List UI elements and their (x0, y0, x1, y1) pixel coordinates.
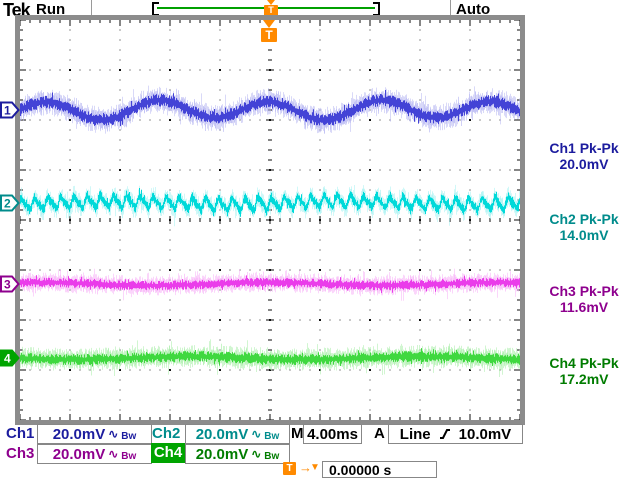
trigger-position-marker[interactable]: T (261, 20, 277, 42)
svg-text:4: 4 (4, 352, 11, 366)
ch1-label: Ch1 (6, 425, 35, 442)
record-view-right-bracket-icon (373, 2, 380, 16)
measurement-ch2: Ch2 Pk-Pk 14.0mV (528, 211, 640, 243)
measurement-value: 11.6mV (559, 299, 609, 315)
arrow-right-icon: → (299, 460, 312, 475)
bandwidth-limit-icon: Bw (121, 451, 137, 462)
measurement-ch1: Ch1 Pk-Pk 20.0mV (528, 140, 640, 172)
channel-marker-ch2[interactable]: 2 (0, 194, 20, 212)
ac-coupling-icon: ∿ (108, 427, 119, 441)
channel-marker-ch4[interactable]: 4 (0, 349, 20, 367)
rising-edge-icon (439, 429, 450, 439)
measurement-value: 17.2mV (559, 371, 609, 387)
measurement-label: Ch1 Pk-Pk (549, 140, 619, 156)
bandwidth-limit-icon: Bw (264, 431, 280, 442)
delay-marker-icon: ▼ (310, 462, 320, 473)
ch1-scale-value: 20.0mV (52, 425, 106, 443)
ch2-label: Ch2 (152, 425, 181, 442)
trigger-mode: Auto (456, 1, 491, 18)
channel-marker-icon: 4 (0, 349, 20, 367)
ac-coupling-icon: ∿ (251, 427, 262, 441)
topbar-divider (91, 0, 92, 19)
channel-marker-ch1[interactable]: 1 (0, 101, 20, 119)
ch2-scale-value: 20.0mV (195, 425, 249, 443)
trigger-source: Line (399, 425, 431, 443)
delay-time-readout[interactable]: 0.00000 s (322, 461, 437, 478)
svg-text:2: 2 (4, 197, 11, 211)
measurement-label: Ch3 Pk-Pk (549, 283, 619, 299)
trigger-arrow-icon (267, 0, 275, 5)
channel-marker-icon: 1 (0, 101, 20, 119)
trigger-arrow-icon (263, 20, 275, 28)
timebase-prefix: M (291, 425, 304, 442)
measurement-ch3: Ch3 Pk-Pk 11.6mV (528, 283, 640, 315)
channel-marker-icon: 2 (0, 194, 20, 212)
trigger-t-label: T (264, 5, 278, 16)
ac-coupling-icon: ∿ (251, 447, 262, 461)
ch3-scale-readout[interactable]: 20.0mV ∿ Bw (37, 444, 152, 464)
measurement-ch4: Ch4 Pk-Pk 17.2mV (528, 355, 640, 387)
measurement-label: Ch4 Pk-Pk (549, 355, 619, 371)
ch1-scale-readout[interactable]: 20.0mV ∿ Bw (37, 424, 152, 444)
channel-marker-icon: 3 (0, 275, 20, 293)
measurement-value: 14.0mV (559, 227, 609, 243)
record-view-left-bracket-icon (152, 2, 159, 16)
trigger-level: 10.0mV (458, 425, 512, 443)
measurement-value: 20.0mV (559, 156, 609, 172)
waveform-display (19, 19, 521, 421)
bandwidth-limit-icon: Bw (121, 431, 137, 442)
trigger-t-label: T (261, 28, 277, 42)
ch4-scale-value: 20.0mV (195, 445, 249, 463)
ch4-scale-readout[interactable]: 20.0mV ∿ Bw (185, 444, 290, 464)
trigger-readout[interactable]: Line 10.0mV (388, 424, 523, 444)
channel-marker-ch3[interactable]: 3 (0, 275, 20, 293)
timebase-value: 4.00ms (307, 425, 358, 443)
trigger-type-prefix: A (374, 425, 385, 442)
record-trigger-flag-icon: T (264, 0, 278, 16)
ch3-label: Ch3 (6, 445, 35, 462)
svg-text:3: 3 (4, 278, 11, 292)
ch2-scale-readout[interactable]: 20.0mV ∿ Bw (185, 424, 290, 444)
topbar-divider (450, 0, 451, 19)
ch3-scale-value: 20.0mV (52, 445, 106, 463)
svg-text:1: 1 (4, 104, 11, 118)
ac-coupling-icon: ∿ (108, 447, 119, 461)
trigger-t-icon: T (283, 462, 296, 475)
graticule-frame (15, 15, 525, 425)
ch4-label-selected[interactable]: Ch4 (151, 443, 185, 463)
acquisition-status: Run (36, 1, 66, 18)
delay-time-value: 0.00000 s (329, 461, 392, 478)
timebase-readout[interactable]: 4.00ms (303, 424, 362, 444)
bandwidth-limit-icon: Bw (264, 451, 280, 462)
measurement-label: Ch2 Pk-Pk (549, 211, 619, 227)
